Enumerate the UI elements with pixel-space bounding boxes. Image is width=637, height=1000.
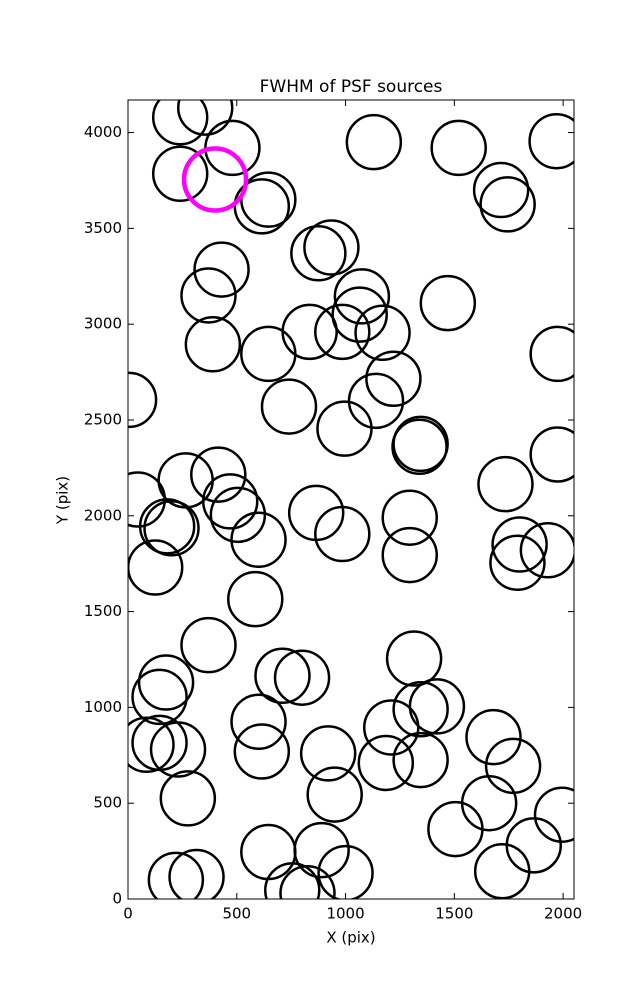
marker — [306, 766, 363, 823]
marker — [365, 350, 422, 408]
y-tick-label: 3500 — [84, 219, 122, 237]
marker — [260, 378, 318, 435]
marker — [317, 844, 374, 899]
marker — [354, 304, 411, 362]
y-tick-label: 1000 — [84, 698, 122, 716]
marker — [230, 693, 287, 751]
marker — [180, 267, 237, 324]
marker — [190, 446, 247, 503]
marker — [227, 570, 284, 628]
marker — [254, 647, 311, 705]
marker — [131, 668, 188, 726]
marker — [168, 848, 225, 899]
x-tick-label: 0 — [123, 905, 133, 923]
highlight-marker — [181, 146, 249, 213]
marker — [489, 534, 546, 591]
marker — [202, 473, 259, 530]
marker — [408, 678, 466, 735]
marker — [529, 325, 574, 383]
marker — [303, 219, 360, 276]
x-tick-label: 1000 — [326, 905, 364, 923]
plot-area — [128, 100, 574, 899]
marker — [151, 145, 209, 203]
marker — [331, 286, 388, 343]
marker — [316, 400, 373, 457]
marker — [529, 426, 574, 483]
marker — [427, 800, 484, 858]
marker — [147, 851, 205, 899]
marker — [176, 100, 234, 136]
x-tick-label: 500 — [222, 905, 251, 923]
y-tick-label: 4000 — [84, 123, 122, 141]
marker — [151, 100, 209, 146]
marker — [273, 649, 331, 706]
marker — [314, 303, 371, 361]
marker — [385, 630, 443, 687]
marker — [381, 489, 438, 546]
marker — [143, 499, 200, 557]
marker — [209, 486, 267, 544]
marker — [149, 721, 207, 778]
marker — [159, 770, 217, 827]
marker — [233, 723, 291, 780]
y-tick-label: 1500 — [84, 602, 122, 620]
chart-title: FWHM of PSF sources — [260, 77, 443, 97]
marker — [473, 842, 531, 899]
marker — [477, 455, 534, 513]
marker — [491, 516, 548, 573]
marker — [299, 725, 357, 782]
marker — [472, 161, 530, 219]
marker — [137, 654, 195, 711]
y-tick-label: 2500 — [84, 410, 122, 428]
marker — [314, 505, 371, 563]
y-tick-label: 3000 — [84, 315, 122, 333]
marker — [528, 112, 574, 170]
marker — [519, 522, 574, 579]
marker — [392, 415, 449, 473]
marker — [465, 708, 522, 766]
marker — [184, 316, 242, 373]
marker — [392, 731, 449, 789]
marker — [392, 681, 449, 738]
x-tick-label: 1500 — [435, 905, 473, 923]
marker — [333, 268, 391, 325]
marker — [479, 176, 536, 233]
y-tick-label: 2000 — [84, 506, 122, 524]
marker — [381, 526, 438, 584]
marker — [430, 119, 487, 177]
marker — [533, 786, 574, 843]
y-axis-label: Y (pix) — [54, 476, 72, 525]
x-tick-label: 2000 — [544, 905, 582, 923]
marker — [193, 241, 250, 298]
marker — [264, 862, 321, 899]
x-axis-label: X (pix) — [326, 929, 375, 947]
marker — [290, 225, 347, 282]
marker — [230, 511, 287, 568]
marker — [138, 498, 196, 555]
marker — [128, 716, 175, 773]
marker — [233, 178, 291, 235]
marker — [279, 865, 336, 899]
marker — [293, 821, 350, 879]
y-tick-label: 500 — [93, 794, 122, 812]
y-tick-label: 0 — [112, 890, 122, 908]
plot-frame — [127, 99, 575, 900]
marker — [419, 274, 477, 332]
marker — [357, 734, 415, 792]
marker — [128, 371, 158, 429]
marker — [281, 303, 338, 361]
marker — [345, 113, 403, 171]
marker — [180, 616, 237, 674]
